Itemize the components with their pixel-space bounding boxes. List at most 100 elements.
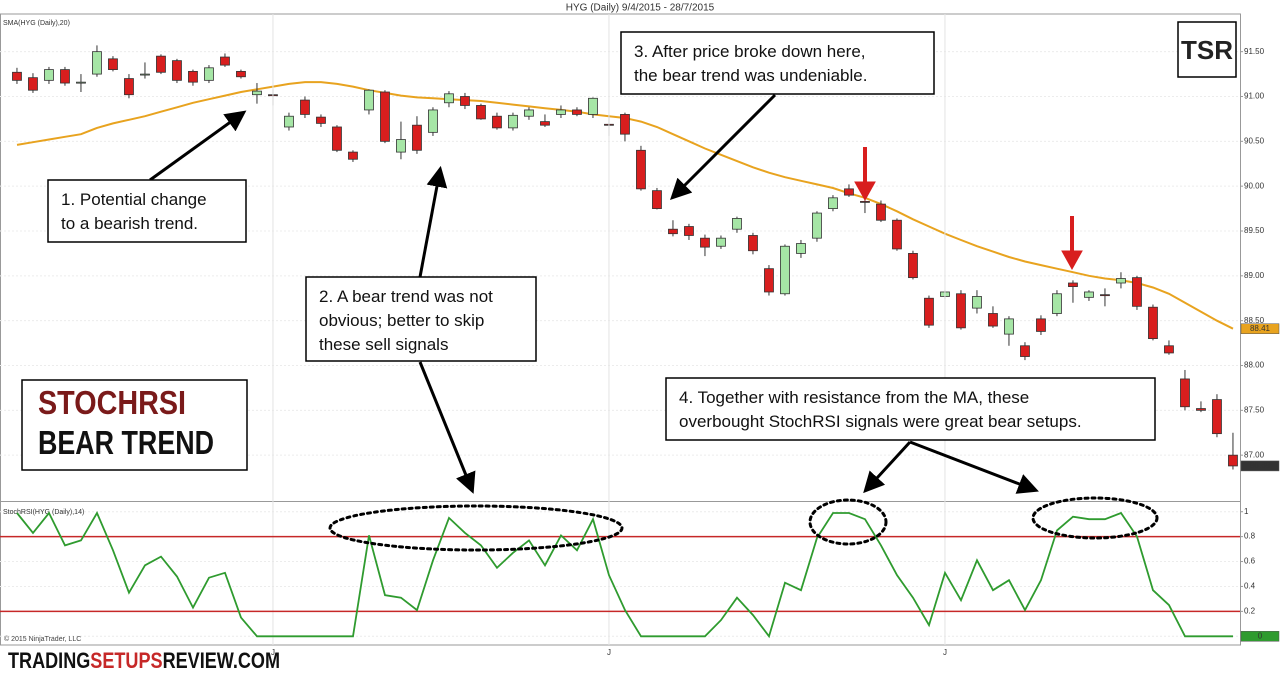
- logo-box: [1177, 21, 1237, 78]
- x-tick-label: J: [943, 648, 947, 657]
- chart-title: HYG (Daily) 9/4/2015 - 28/7/2015: [566, 3, 715, 14]
- candle-body: [12, 71, 22, 81]
- candle-body: [332, 126, 342, 151]
- candle-body: [252, 90, 262, 96]
- annotation-box: [620, 31, 935, 95]
- candle-body: [764, 268, 774, 293]
- candle-body: [844, 188, 854, 196]
- candle-body: [924, 297, 934, 326]
- candle-body: [316, 116, 326, 124]
- candle-body: [780, 245, 790, 295]
- candle-body: [124, 78, 134, 96]
- highlight-ellipse: [1031, 496, 1159, 540]
- y-tick-label: 90.00: [1244, 181, 1265, 190]
- signal-arrows: [854, 147, 1083, 271]
- annotations: 1. Potential change to a bearish trend. 2.…: [47, 31, 1156, 441]
- candle-body: [428, 109, 438, 133]
- candle-body: [540, 121, 550, 126]
- annotation-text: to a bearish trend.: [61, 214, 198, 233]
- candle-body: [1004, 318, 1014, 335]
- candle-body: [380, 91, 390, 142]
- value-tag: 0: [1258, 631, 1263, 640]
- annotation-text: 1. Potential change: [61, 190, 207, 209]
- annotation-box: [665, 377, 1156, 441]
- candle-body: [508, 114, 518, 129]
- candle-body: [1148, 306, 1158, 339]
- candle-body: [1228, 454, 1238, 467]
- candle-body: [476, 105, 486, 120]
- y-tick-label: 89.00: [1244, 271, 1265, 280]
- highlight-ellipse: [808, 498, 888, 546]
- y-tick-label: 88.00: [1244, 361, 1265, 370]
- y-tick-label: 1: [1244, 507, 1249, 516]
- candle-body: [1116, 278, 1126, 284]
- arrow: [670, 93, 777, 200]
- candle-body: [492, 115, 502, 129]
- candle-body: [300, 99, 310, 115]
- candle-body: [652, 190, 662, 209]
- y-tick-label: 0.6: [1244, 557, 1256, 566]
- candle-body: [1068, 282, 1078, 287]
- candle-body: [1052, 293, 1062, 314]
- candle-body: [588, 97, 598, 115]
- annotation-text: overbought StochRSI signals were great b…: [679, 412, 1082, 431]
- candle-body: [860, 201, 870, 203]
- candle-body: [284, 115, 294, 128]
- arrow: [909, 440, 1039, 494]
- value-tag-bg: [1240, 460, 1280, 472]
- candle-body: [1132, 277, 1142, 307]
- candle-body: [1020, 345, 1030, 357]
- candle-body: [524, 109, 534, 117]
- y-tick-label: 87.00: [1244, 450, 1265, 459]
- annotation-text: 4. Together with resistance from the MA,…: [679, 388, 1029, 407]
- candle-body: [204, 67, 214, 81]
- candle-body: [684, 226, 694, 236]
- arrow: [149, 110, 247, 182]
- candle-body: [1196, 408, 1206, 411]
- copyright: © 2015 NinjaTrader, LLC: [4, 635, 81, 643]
- candle-body: [988, 313, 998, 327]
- indicator-label: StochRSI(HYG (Daily),14): [3, 509, 84, 516]
- candle-body: [636, 149, 646, 190]
- stochrsi-line: [16, 511, 1233, 639]
- candle-body: [28, 77, 38, 91]
- candle-body: [668, 228, 678, 235]
- candle-body: [236, 70, 246, 78]
- y-tick-label: 88.50: [1244, 316, 1265, 325]
- candle-body: [908, 253, 918, 279]
- candle-body: [556, 109, 566, 115]
- annotation-text: the bear trend was undeniable.: [634, 66, 867, 85]
- candle-body: [828, 197, 838, 209]
- candle-body: [396, 139, 406, 153]
- value-tag: 86.88: [1250, 461, 1271, 470]
- y-tick-label: 90.50: [1244, 136, 1265, 145]
- site-part: REVIEW.COM: [163, 648, 280, 673]
- candle-body: [444, 93, 454, 104]
- candle-body: [60, 69, 70, 84]
- candle-body: [412, 124, 422, 151]
- candle-body: [748, 235, 758, 252]
- decorations: [149, 93, 1159, 552]
- y-tick-label: 0.2: [1244, 606, 1256, 615]
- candle-body: [188, 70, 198, 83]
- candle-body: [700, 237, 710, 248]
- candle-body: [220, 56, 230, 66]
- candle-body: [348, 151, 358, 160]
- badge-subtitle: BEAR TREND: [38, 424, 214, 461]
- value-tag-bg: [1240, 631, 1280, 642]
- value-tag: 88.41: [1250, 324, 1271, 333]
- candle-body: [572, 109, 582, 115]
- site-part: SETUPS: [90, 648, 162, 673]
- signal-arrow-head: [1061, 250, 1083, 271]
- candle-body: [716, 237, 726, 247]
- candle-body: [892, 219, 902, 250]
- candle-body: [460, 96, 470, 106]
- highlight-ellipse: [328, 504, 624, 552]
- annotation-text: obvious; better to skip: [319, 311, 484, 330]
- badge-box: [21, 379, 248, 471]
- candle-body: [172, 60, 182, 81]
- candle-body: [812, 212, 822, 239]
- y-tick-label: 0.8: [1244, 532, 1256, 541]
- candle-body: [140, 73, 150, 76]
